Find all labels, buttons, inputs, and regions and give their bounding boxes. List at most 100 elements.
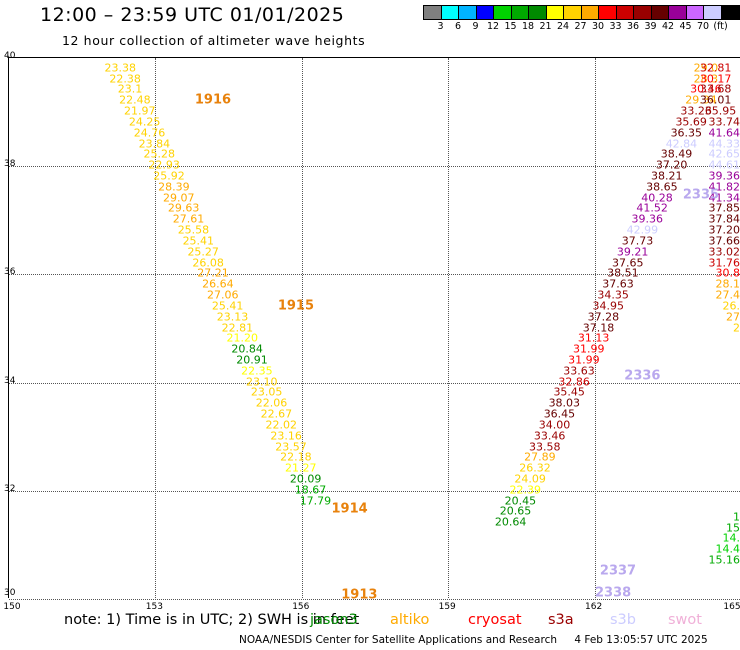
- color-swatch: [511, 6, 529, 19]
- wave-height-label: 42.84: [665, 137, 698, 151]
- color-tick-label: 3: [437, 21, 444, 32]
- wave-height-label: 39.21: [616, 245, 649, 259]
- wave-height-label: 35.69: [675, 115, 707, 129]
- wave-height-label: 39.36: [708, 169, 740, 183]
- wave-height-label: 26.08: [192, 256, 224, 270]
- wave-height-label: 38.03: [548, 396, 581, 410]
- wave-height-label: 40.28: [641, 191, 673, 205]
- wave-height-label: 28.3: [693, 72, 719, 86]
- color-tick-label: 36: [626, 21, 640, 32]
- color-swatch: [581, 6, 599, 19]
- orbit-number-label: 1915: [277, 298, 314, 314]
- color-tick-label: 9: [472, 21, 479, 32]
- longitude-tick-label: 150: [3, 602, 21, 612]
- mission-legend-item: s3a: [548, 612, 574, 628]
- color-tick-label: 39: [644, 21, 657, 32]
- color-swatch: [441, 6, 459, 19]
- wave-height-label: 38.51: [607, 266, 639, 280]
- wave-height-label: 22.38: [109, 72, 141, 86]
- orbit-number-label: 2338: [595, 585, 632, 601]
- wave-height-label: 22.18: [280, 450, 312, 464]
- wave-height-label: 21.20: [226, 331, 258, 345]
- wave-height-label: 1: [733, 510, 740, 524]
- map-plot-area: [8, 57, 740, 600]
- latitude-gridline: [9, 274, 740, 276]
- wave-height-label: 33.26: [680, 104, 712, 118]
- wave-height-label: 23.38: [104, 61, 136, 75]
- wave-height-label: 34.00: [538, 418, 571, 432]
- color-tick-label: 6: [454, 21, 462, 32]
- wave-height-label: 44.33: [708, 137, 740, 151]
- color-unit-label: (ft): [713, 21, 728, 32]
- wave-height-label: 27.61: [172, 212, 205, 226]
- orbit-number-label: 2335: [682, 187, 720, 203]
- wave-height-label: 41.52: [636, 201, 668, 215]
- wave-height-label: 14.4: [715, 542, 740, 556]
- wave-height-label: 27.4: [715, 288, 740, 302]
- wave-height-label: 39.36: [631, 212, 664, 226]
- color-swatch: [564, 6, 582, 19]
- longitude-tick-label: 165: [723, 602, 740, 612]
- wave-height-label: 37.28: [587, 310, 620, 324]
- wave-height-label: 32.86: [558, 375, 590, 389]
- wave-height-label: 37.66: [708, 234, 740, 248]
- wave-height-label: 26.: [722, 299, 740, 313]
- wave-height-label: 33.02: [708, 245, 740, 259]
- wave-height-label: 23.16: [270, 429, 302, 443]
- latitude-tick-label: 34: [4, 375, 16, 386]
- wave-height-label: 35.45: [553, 385, 585, 399]
- longitude-gridline: [301, 58, 303, 598]
- color-tick-label: 21: [539, 21, 552, 32]
- wave-height-label: 25.58: [177, 223, 210, 237]
- color-tick-label: 18: [521, 21, 535, 32]
- wave-height-label: 24.09: [514, 472, 546, 486]
- wave-height-label: 24.76: [133, 126, 166, 140]
- color-tick-label: 30: [591, 21, 605, 32]
- color-swatch: [424, 6, 442, 19]
- wave-height-label: 20.65: [499, 504, 532, 518]
- longitude-tick-label: 153: [145, 602, 163, 612]
- wave-height-label: 25.27: [187, 245, 219, 259]
- mission-legend: jason3 altiko cryosat s3a s3b swot: [0, 612, 740, 630]
- wave-height-label: 27.06: [206, 288, 239, 302]
- wave-height-label: 37.20: [708, 223, 740, 237]
- wave-height-label: 20.09: [289, 472, 322, 486]
- color-scale-ticks: 3 6 9 12 15 18 21 24 27 30 33 36 39 42 45 70 (ft): [423, 21, 740, 35]
- latitude-gridline: [9, 599, 740, 600]
- wave-height-label: 22.02: [265, 418, 298, 432]
- wave-height-label: 23.05: [250, 385, 283, 399]
- color-tick-label: 42: [661, 21, 675, 32]
- wave-height-label: 28.1: [715, 277, 740, 291]
- wave-height-label: 27.89: [524, 450, 556, 464]
- wave-height-label: 31.99: [572, 342, 605, 356]
- color-swatch: [651, 6, 669, 19]
- wave-height-label: 41.64: [708, 126, 740, 140]
- wave-height-label: 37.20: [655, 158, 688, 172]
- color-tick-label: 27: [574, 21, 587, 32]
- wave-height-label: 22.81: [221, 321, 254, 334]
- wave-height-label: 29.34: [685, 93, 717, 107]
- latitude-tick-label: 36: [4, 267, 16, 278]
- wave-height-label: 33.68: [699, 82, 732, 96]
- wave-height-label: 23.13: [216, 310, 249, 324]
- color-swatch: [459, 6, 477, 19]
- wave-height-label: 25.28: [143, 147, 176, 161]
- wave-height-label: 29.07: [163, 191, 195, 205]
- wave-height-label: 37.18: [582, 321, 615, 334]
- wave-height-label: 20.64: [494, 515, 527, 529]
- wave-height-label: 24.25: [128, 115, 161, 129]
- wave-height-label: 37.85: [708, 201, 740, 215]
- wave-height-label: 22.48: [119, 93, 151, 107]
- timestamp-text: 4 Feb 13:05:57 UTC 2025: [574, 634, 708, 646]
- wave-height-label: 29.0: [693, 61, 719, 75]
- wave-height-label: 23.1: [117, 82, 143, 96]
- page-title: 12:00 – 23:59 UTC 01/01/2025: [40, 4, 345, 26]
- wave-height-label: 41.34: [708, 191, 740, 205]
- credit-text: NOAA/NESDIS Center for Satellite Applica…: [239, 634, 557, 646]
- latitude-gridline: [9, 166, 740, 168]
- color-swatch: [476, 6, 494, 19]
- mission-legend-item: cryosat: [468, 612, 522, 628]
- wave-height-label: 29.63: [167, 201, 200, 215]
- color-tick-label: 45: [679, 21, 692, 32]
- wave-height-label: 26.32: [519, 461, 551, 475]
